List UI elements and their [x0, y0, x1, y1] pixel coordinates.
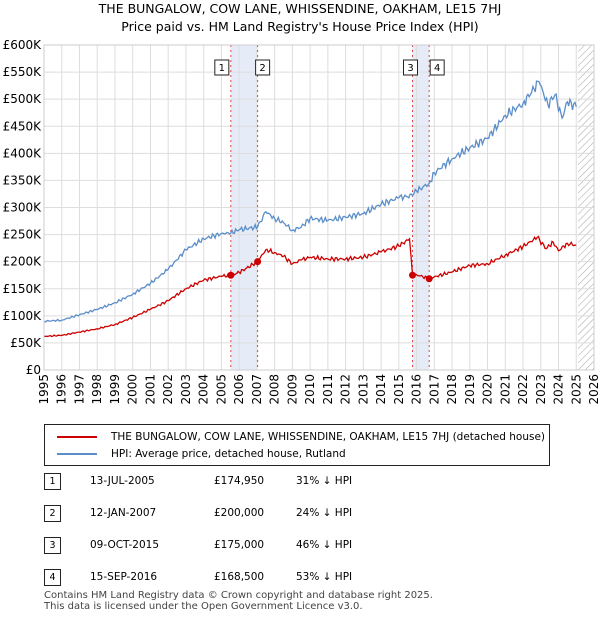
y-tick-label: £200K	[3, 255, 43, 269]
x-tick-label: 2024	[552, 374, 566, 405]
price-chart: THE BUNGALOW, COW LANE, WHISSENDINE, OAK…	[3, 1, 600, 405]
legend-label-property: THE BUNGALOW, COW LANE, WHISSENDINE, OAK…	[111, 431, 546, 443]
y-tick-label: £450K	[3, 119, 43, 133]
chart-subtitle: Price paid vs. HM Land Registry's House …	[121, 19, 478, 34]
hpi-line	[43, 80, 577, 323]
x-tick-label: 2002	[161, 374, 175, 405]
sale-badge-box	[429, 59, 445, 76]
y-tick-label: £50K	[10, 336, 42, 350]
y-tick-label: £550K	[3, 65, 43, 79]
y-tick-label: £250K	[3, 228, 43, 242]
x-tick-label: 2000	[126, 374, 140, 405]
legend-label-hpi: HPI: Average price, detached house, Rutl…	[111, 448, 346, 460]
footer-line-copyright: Contains HM Land Registry data © Crown c…	[44, 590, 433, 601]
sale-hpi-diff: 53% ↓ HPI	[296, 571, 353, 583]
x-tick-label: 2020	[481, 374, 495, 405]
x-tick-label: 1995	[37, 374, 51, 405]
sale-price: £200,000	[214, 507, 265, 519]
x-tick-label: 2005	[214, 374, 228, 405]
x-tick-label: 2017	[427, 374, 441, 405]
legend-item-property: THE BUNGALOW, COW LANE, WHISSENDINE, OAK…	[57, 429, 545, 445]
sale-number-badge: 1	[44, 473, 61, 490]
property-price-line	[43, 235, 577, 338]
x-tick-label: 2006	[232, 374, 246, 405]
y-tick-label: £150K	[3, 282, 43, 296]
legend-swatch-hpi	[57, 453, 97, 455]
sale-point	[227, 271, 235, 279]
sale-date: 09-OCT-2015	[90, 539, 159, 551]
x-tick-label: 2018	[445, 374, 459, 405]
sale-point	[254, 258, 262, 266]
legend-item-hpi: HPI: Average price, detached house, Rutl…	[57, 446, 346, 462]
sale-hpi-diff: 31% ↓ HPI	[296, 475, 353, 487]
x-tick-label: 2008	[268, 374, 282, 405]
sale-hpi-diff: 46% ↓ HPI	[296, 539, 353, 551]
sale-hpi-diff: 24% ↓ HPI	[296, 507, 353, 519]
legend-swatch-property	[57, 436, 97, 438]
sale-date: 12-JAN-2007	[90, 507, 157, 519]
sale-badge-label: 3	[407, 63, 413, 74]
sale-row: 3 09-OCT-2015 £175,000 46% ↓ HPI	[44, 536, 424, 556]
y-tick-label: £400K	[3, 146, 43, 160]
footer-attribution: Contains HM Land Registry data © Crown c…	[44, 590, 433, 612]
sale-badge-label: 1	[219, 63, 225, 74]
sale-row: 2 12-JAN-2007 £200,000 24% ↓ HPI	[44, 504, 424, 524]
plot-frame	[43, 44, 595, 371]
x-tick-label: 2022	[516, 374, 530, 405]
sale-badge-box	[255, 59, 271, 76]
x-tick-label: 1998	[90, 374, 104, 405]
sale-number-badge: 3	[44, 537, 61, 554]
sale-number-badge: 4	[44, 569, 61, 586]
sale-point	[425, 275, 433, 283]
sale-badge-box	[403, 59, 418, 76]
y-tick-label: £100K	[3, 309, 43, 323]
chart-legend: THE BUNGALOW, COW LANE, WHISSENDINE, OAK…	[44, 424, 550, 466]
sale-row: 4 15-SEP-2016 £168,500 53% ↓ HPI	[44, 568, 424, 588]
x-tick-label: 2014	[374, 374, 388, 405]
y-tick-label: £600K	[3, 38, 43, 52]
x-tick-label: 2019	[463, 374, 477, 405]
x-tick-label: 1996	[55, 374, 69, 405]
x-tick-label: 2025	[569, 374, 583, 405]
x-tick-label: 2015	[392, 374, 406, 405]
x-tick-label: 1999	[108, 374, 122, 405]
x-tick-label: 2003	[179, 374, 193, 405]
x-tick-label: 2007	[250, 374, 264, 405]
chart-title: THE BUNGALOW, COW LANE, WHISSENDINE, OAK…	[98, 1, 502, 16]
y-tick-label: £500K	[3, 92, 43, 106]
sale-badge-label: 2	[259, 63, 265, 74]
sale-badge-label: 4	[434, 63, 440, 74]
x-tick-label: 2016	[410, 374, 424, 405]
x-tick-label: 2010	[303, 374, 317, 405]
sale-date: 13-JUL-2005	[90, 475, 155, 487]
sale-point	[409, 271, 416, 279]
x-tick-label: 2023	[534, 374, 548, 405]
sale-number-badge: 2	[44, 505, 61, 522]
x-tick-label: 2013	[356, 374, 370, 405]
sale-badge-box	[214, 59, 230, 76]
footer-line-license: This data is licensed under the Open Gov…	[44, 601, 363, 612]
x-tick-label: 2011	[321, 374, 335, 405]
x-tick-label: 2026	[587, 374, 600, 405]
x-tick-label: 2009	[285, 374, 299, 405]
x-tick-label: 2021	[498, 374, 512, 405]
y-tick-label: £300K	[3, 201, 43, 215]
sale-row: 1 13-JUL-2005 £174,950 31% ↓ HPI	[44, 472, 424, 492]
x-tick-label: 2012	[339, 374, 353, 405]
x-tick-label: 1997	[72, 374, 86, 405]
sale-date: 15-SEP-2016	[90, 571, 158, 583]
sale-price: £175,000	[214, 539, 265, 551]
y-tick-label: £0	[26, 363, 41, 377]
x-tick-label: 2004	[197, 374, 211, 405]
sale-price: £168,500	[214, 571, 265, 583]
x-tick-label: 2001	[143, 374, 157, 405]
sale-price: £174,950	[214, 475, 265, 487]
y-tick-label: £350K	[3, 173, 43, 187]
